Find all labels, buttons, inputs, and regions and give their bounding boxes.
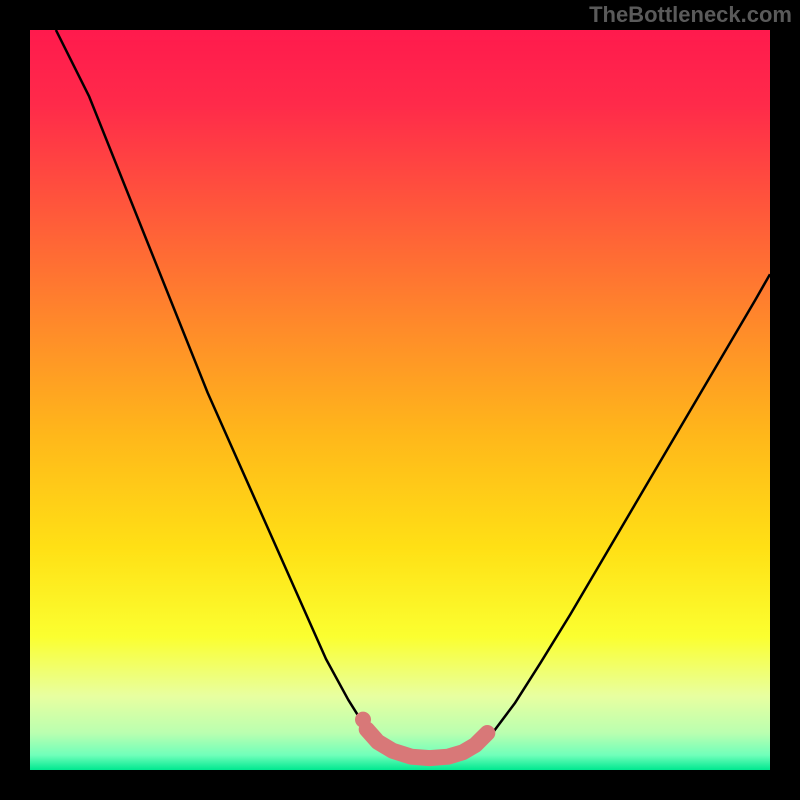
chart-container: TheBottleneck.com [0,0,800,800]
watermark-text: TheBottleneck.com [589,2,792,28]
plot-area [30,30,770,770]
curve-svg [30,30,770,770]
bottom-marker-segment [367,729,488,758]
bottom-marker-dot [355,712,371,728]
v-curve [56,30,770,759]
